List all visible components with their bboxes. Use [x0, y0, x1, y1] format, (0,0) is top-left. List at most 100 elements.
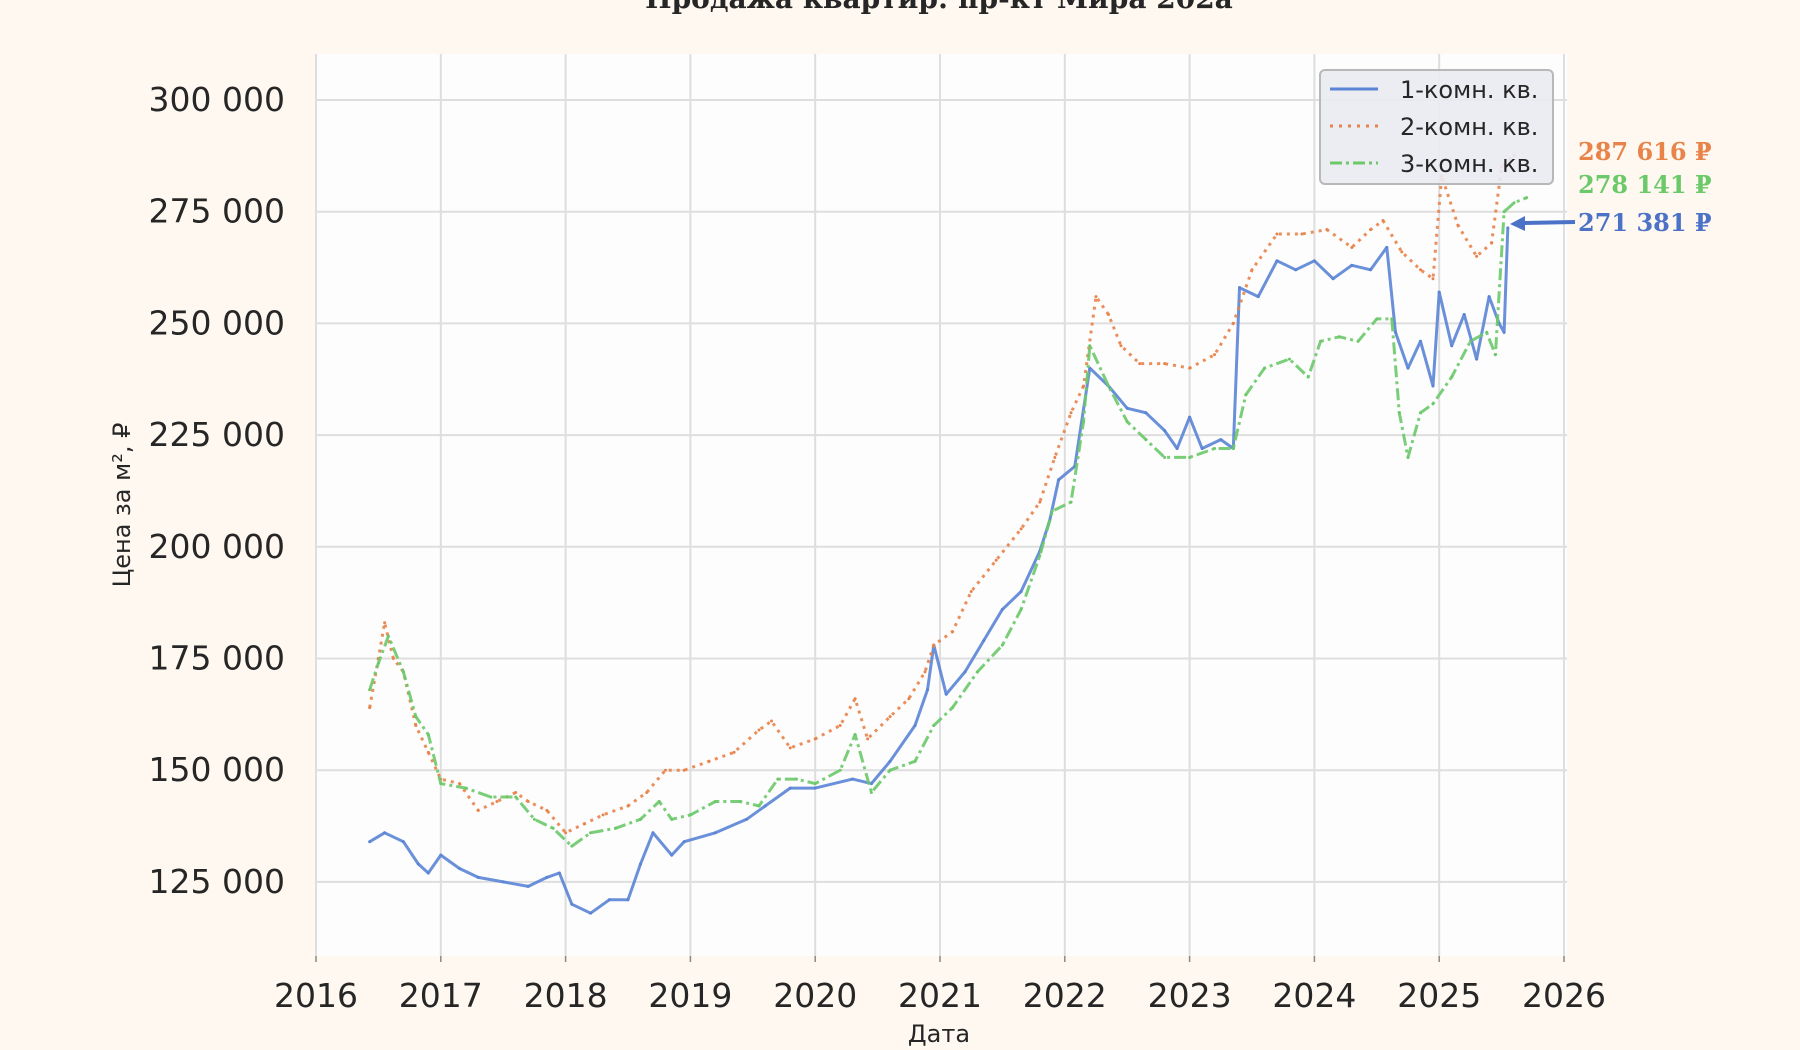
data-point [626, 804, 630, 808]
data-point [1381, 219, 1385, 223]
data-point [794, 777, 798, 781]
data-point [1468, 339, 1472, 343]
data-point [489, 795, 493, 799]
data-point [1331, 277, 1335, 281]
data-point [383, 621, 387, 625]
data-point [651, 831, 655, 835]
data-point [570, 902, 574, 906]
data-point [1462, 312, 1466, 316]
annotation-arrow [1521, 220, 1576, 225]
data-point [1200, 447, 1204, 451]
data-point [476, 875, 480, 879]
data-point [1418, 339, 1422, 343]
data-point [1431, 277, 1435, 281]
data-point [1082, 384, 1086, 388]
data-point [888, 715, 892, 719]
data-point [763, 804, 767, 808]
data-point [853, 697, 857, 701]
data-point [1275, 259, 1279, 263]
data-point [1300, 232, 1304, 236]
annotation-3-room: 278 141 ₽ [1578, 170, 1712, 199]
data-point [888, 768, 892, 772]
data-point [1244, 393, 1248, 397]
data-point [1000, 643, 1004, 647]
legend-label-1: 1-комн. кв. [1400, 76, 1538, 104]
data-point [853, 732, 857, 736]
data-point [888, 759, 892, 763]
data-point [614, 826, 618, 830]
data-point [526, 884, 530, 888]
data-point [439, 782, 443, 786]
data-point [770, 719, 774, 723]
x-tick-labels: 2016 2017 2018 2019 2020 2021 2022 2023 2024 2025… [274, 976, 1606, 1015]
data-point [1256, 295, 1260, 299]
data-point [1106, 312, 1110, 316]
data-point [458, 866, 462, 870]
data-point [969, 589, 973, 593]
data-point [813, 737, 817, 741]
data-point [1312, 259, 1316, 263]
data-point [426, 732, 430, 736]
data-point [813, 782, 817, 786]
annotation-2-room: 287 616 ₽ [1578, 137, 1712, 166]
x-tick-label: 2021 [898, 976, 982, 1015]
data-point [738, 799, 742, 803]
data-point [657, 799, 661, 803]
data-point [1400, 250, 1404, 254]
data-point [1069, 411, 1073, 415]
data-point [514, 791, 518, 795]
data-point [607, 898, 611, 902]
plot-area [316, 54, 1567, 956]
data-point [1418, 268, 1422, 272]
data-point [1138, 362, 1142, 366]
data-point [1069, 500, 1073, 504]
data-point [950, 630, 954, 634]
data-point [1213, 353, 1217, 357]
data-point [1475, 357, 1479, 361]
data-point [682, 768, 686, 772]
data-point [1406, 366, 1410, 370]
x-tick-label: 2016 [274, 976, 358, 1015]
data-point [1019, 589, 1023, 593]
data-point [994, 558, 998, 562]
data-point [1356, 339, 1360, 343]
data-point [526, 799, 530, 803]
data-point [368, 706, 372, 710]
data-point [1350, 245, 1354, 249]
data-point [1082, 420, 1086, 424]
data-point [1406, 455, 1410, 459]
data-point [1163, 362, 1167, 366]
x-tick-label: 2024 [1272, 976, 1356, 1015]
data-point [1038, 554, 1042, 558]
data-point [1231, 321, 1235, 325]
data-point [532, 817, 536, 821]
data-point [707, 759, 711, 763]
data-point [1125, 420, 1129, 424]
data-point [838, 724, 842, 728]
data-point [1000, 607, 1004, 611]
data-point [564, 831, 568, 835]
data-point [1188, 415, 1192, 419]
data-point [1493, 353, 1497, 357]
data-point [426, 871, 430, 875]
data-point [1525, 196, 1529, 200]
data-point [501, 880, 505, 884]
data-point [1094, 295, 1098, 299]
data-point [1350, 263, 1354, 267]
data-point [776, 777, 780, 781]
annotations: 287 616 ₽ 278 141 ₽ 271 381 ₽ [1510, 137, 1712, 237]
y-tick-label: 125 000 [149, 862, 285, 901]
data-point [1057, 478, 1061, 482]
data-point [788, 746, 792, 750]
x-tick-label: 2026 [1522, 976, 1606, 1015]
data-point [1502, 210, 1506, 214]
data-point [1231, 447, 1235, 451]
y-tick-label: 275 000 [149, 192, 285, 231]
data-point [1175, 447, 1179, 451]
data-point [368, 840, 372, 844]
data-point [975, 670, 979, 674]
legend-label-3: 3-комн. кв. [1400, 150, 1538, 178]
data-point [589, 831, 593, 835]
y-tick-label: 150 000 [149, 750, 285, 789]
